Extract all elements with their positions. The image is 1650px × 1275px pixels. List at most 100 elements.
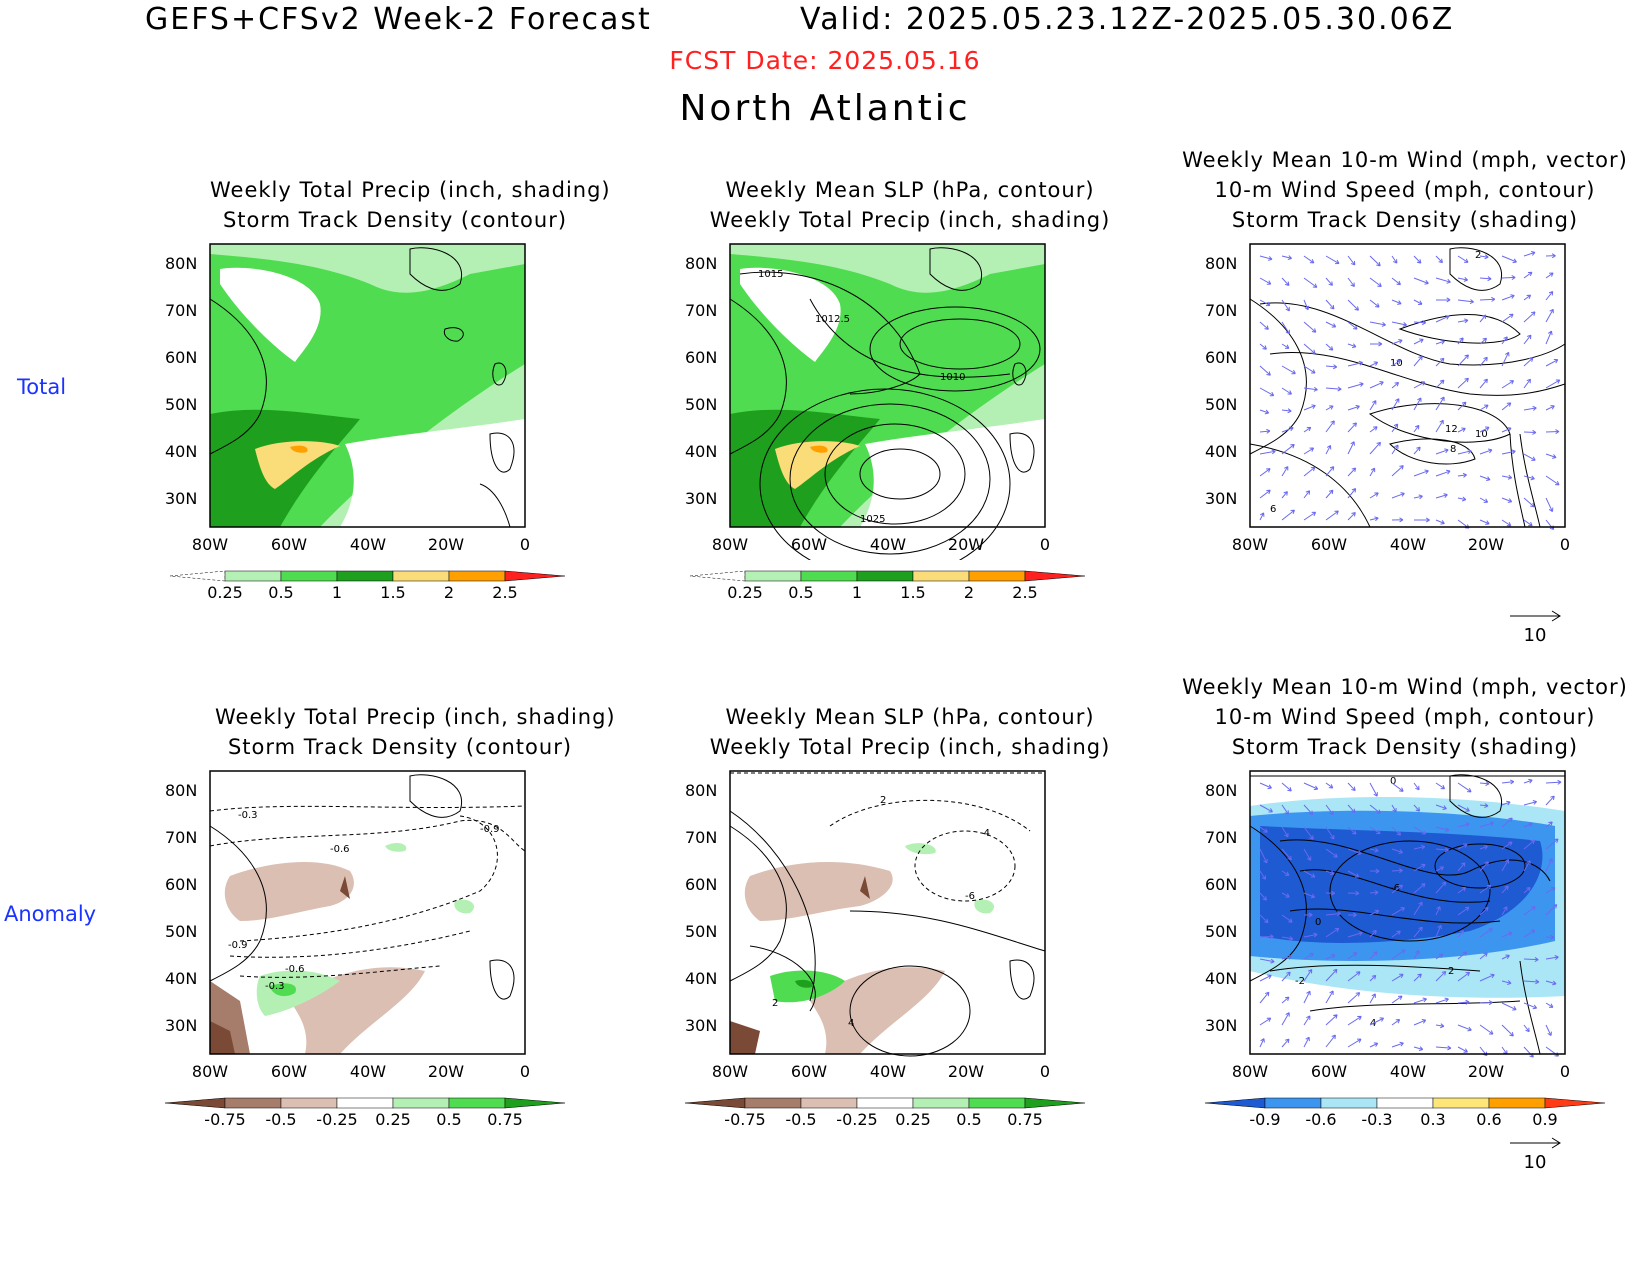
wind-vector — [1325, 466, 1335, 477]
wind-vector — [1391, 517, 1404, 523]
wind-vector — [1479, 314, 1487, 323]
wind-vector — [1303, 892, 1316, 899]
wind-vector — [1457, 782, 1472, 793]
wind-vector — [1501, 817, 1513, 828]
svg-text:40N: 40N — [1205, 442, 1237, 461]
svg-text:0: 0 — [520, 1062, 530, 1081]
wind-vector — [1501, 1024, 1514, 1037]
svg-text:0: 0 — [1560, 1062, 1570, 1081]
wind-vector — [1501, 336, 1508, 345]
reference-vector-anom: 10 — [1510, 1137, 1561, 1173]
wind-vector — [1435, 906, 1441, 916]
svg-text:0: 0 — [1315, 917, 1321, 928]
wind-vector — [1435, 519, 1445, 525]
wind-vector — [1325, 386, 1342, 392]
wind-vector — [1501, 427, 1512, 433]
svg-text:70N: 70N — [685, 301, 717, 320]
wind-vector — [1303, 804, 1314, 816]
svg-text:2: 2 — [880, 795, 886, 806]
wind-vector — [1457, 255, 1469, 263]
wind-vector — [1369, 1042, 1379, 1048]
wind-vector — [1391, 398, 1400, 411]
wind-vector — [1479, 356, 1488, 367]
svg-text:40N: 40N — [685, 442, 717, 461]
svg-text:-0.25: -0.25 — [316, 1110, 357, 1129]
wind-vector — [1303, 426, 1312, 433]
valid-range: Valid: 2025.05.23.12Z-2025.05.30.06Z — [800, 2, 1455, 37]
wind-vector — [1545, 904, 1558, 916]
wind-vector — [1413, 424, 1420, 433]
wind-vector — [1281, 255, 1293, 261]
wind-vector — [1303, 952, 1314, 960]
wind-vector — [1325, 927, 1340, 938]
wind-vector — [1347, 912, 1357, 918]
svg-text:-0.6: -0.6 — [1305, 1110, 1336, 1129]
wind-vector — [1303, 932, 1318, 938]
lat-labels: 80N 70N 60N 50N 40N 30N — [165, 254, 197, 508]
wind-vector — [1347, 952, 1358, 960]
svg-text:10: 10 — [1524, 625, 1547, 646]
wind-vector — [1523, 886, 1531, 894]
wind-vector — [1501, 980, 1512, 985]
wind-vector — [1281, 277, 1290, 286]
svg-text:80W: 80W — [1232, 535, 1268, 554]
svg-text:80N: 80N — [165, 781, 197, 800]
wind-vector — [1347, 343, 1357, 349]
wind-vector — [1347, 890, 1360, 896]
wind-vector — [1501, 294, 1515, 301]
wind-vector — [1347, 782, 1356, 792]
wind-vector — [1523, 839, 1535, 850]
wind-vector — [1501, 313, 1514, 323]
wind-vector — [1281, 491, 1288, 499]
wind-vector — [1325, 954, 1336, 960]
wind-vector — [1413, 1046, 1424, 1052]
wind-vector — [1259, 489, 1271, 499]
svg-text:40W: 40W — [350, 1062, 386, 1081]
wind-vector — [1369, 826, 1381, 835]
svg-text:-0.25: -0.25 — [836, 1110, 877, 1129]
wind-vector — [1369, 321, 1386, 327]
svg-text:70N: 70N — [165, 828, 197, 847]
svg-text:60W: 60W — [1311, 535, 1347, 554]
wind-vector — [1303, 1015, 1311, 1026]
wind-vector — [1457, 299, 1474, 305]
wind-vector — [1347, 321, 1358, 330]
wind-vector — [1501, 255, 1517, 264]
wind-vector — [1391, 804, 1397, 813]
svg-text:60N: 60N — [1205, 348, 1237, 367]
svg-text:-6: -6 — [1390, 883, 1400, 894]
wind-vector — [1523, 778, 1533, 784]
svg-text:-2: -2 — [1295, 976, 1305, 987]
wind-vector — [1303, 826, 1314, 840]
wind-vector — [1413, 997, 1427, 1004]
svg-text:30N: 30N — [685, 1016, 717, 1035]
wind-vector — [1413, 469, 1429, 477]
wind-vector — [1479, 884, 1492, 894]
wind-vector — [1281, 870, 1290, 876]
wind-vector — [1369, 341, 1383, 347]
wind-vector — [1281, 1038, 1290, 1048]
colorbar-total-precip: 0.25 0.5 1 1.5 2 2.5 — [170, 570, 566, 602]
wind-vector — [1325, 420, 1335, 433]
wind-vector — [1413, 397, 1422, 411]
wind-vector — [1501, 800, 1511, 806]
wind-vector — [1391, 492, 1405, 499]
svg-text:60W: 60W — [1311, 1062, 1347, 1081]
wind-vector — [1281, 892, 1290, 898]
wind-vector — [1523, 429, 1537, 435]
wind-vector — [1501, 402, 1512, 411]
wind-vector — [1259, 343, 1267, 350]
wind-vector — [1479, 519, 1490, 525]
wind-vector — [1413, 782, 1420, 791]
wind-vector — [1413, 973, 1422, 982]
wind-vector — [1303, 365, 1316, 374]
wind-vector — [1391, 1041, 1404, 1048]
svg-text:70N: 70N — [1205, 828, 1237, 847]
svg-text:50N: 50N — [1205, 922, 1237, 941]
wind-vector — [1479, 803, 1489, 809]
wind-vector — [1281, 509, 1295, 521]
wind-vector — [1457, 886, 1467, 894]
wind-vector — [1347, 404, 1360, 411]
region-title: North Atlantic — [679, 88, 971, 129]
wind-vector — [1391, 995, 1403, 1004]
